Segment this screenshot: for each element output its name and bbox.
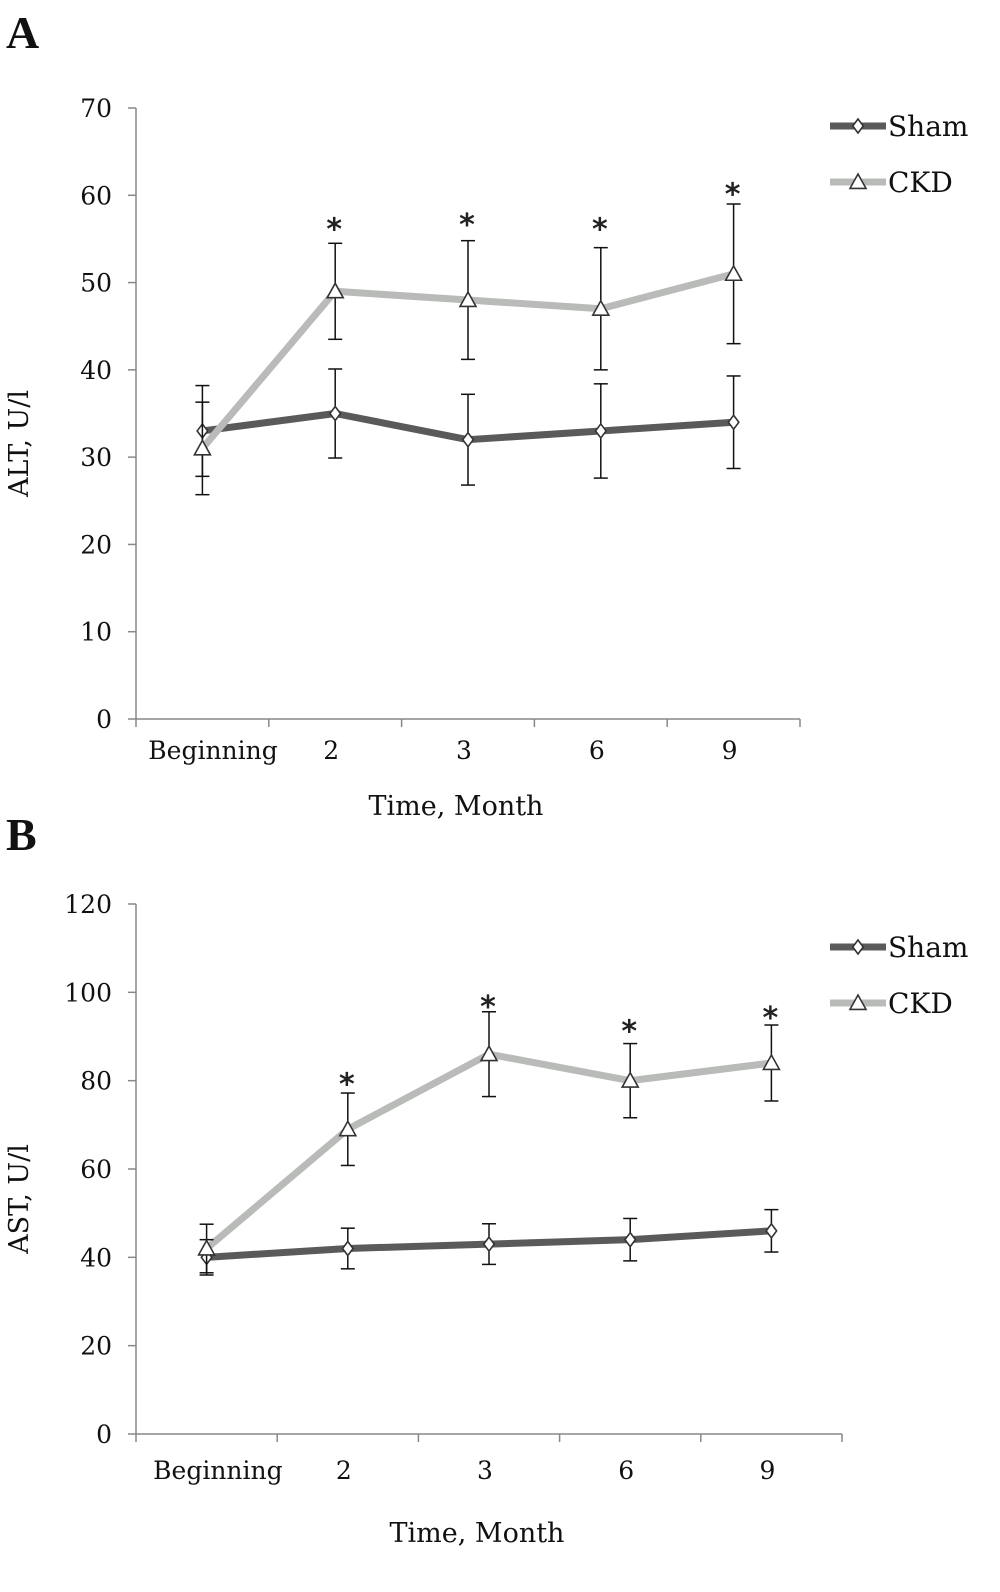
y-tick-label: 70: [80, 94, 112, 123]
data-point: [591, 299, 611, 316]
data-point: [727, 413, 740, 431]
x-tick-label: 2: [336, 1456, 352, 1485]
significance-marker: *: [763, 1001, 779, 1036]
data-point: [461, 431, 475, 449]
y-tick-label: 40: [80, 356, 112, 385]
legend-marker: [848, 172, 868, 190]
y-axis-title: ALT, U/l: [4, 390, 35, 498]
legend-marker: [851, 938, 865, 956]
y-tick-label: 100: [64, 978, 112, 1007]
x-tick-label: Beginning: [153, 1456, 282, 1485]
x-tick-label: 2: [323, 736, 339, 765]
data-point: [594, 422, 608, 440]
data-point: [341, 1240, 355, 1257]
data-point: [479, 1044, 499, 1062]
x-axis-title: Time, Month: [390, 1518, 565, 1549]
data-point: [482, 1235, 496, 1253]
x-tick-label: Beginning: [148, 736, 277, 765]
y-tick-label: 60: [80, 181, 112, 210]
y-tick-label: 60: [80, 1155, 112, 1184]
significance-marker: *: [725, 178, 741, 213]
y-tick-label: 30: [80, 443, 112, 472]
series-ckd-points: [193, 203, 743, 496]
y-tick-label: 80: [80, 1067, 112, 1096]
x-axis-title: Time, Month: [369, 791, 544, 822]
y-tick-label: 20: [80, 1332, 112, 1361]
x-tick-label: 6: [618, 1456, 634, 1485]
data-point: [197, 1238, 216, 1256]
legend-label: CKD: [888, 987, 953, 1020]
data-point: [724, 264, 743, 282]
significance-marker: *: [621, 1014, 637, 1049]
x-tick-label: 3: [477, 1456, 493, 1485]
x-tick-label: 6: [589, 736, 605, 765]
data-point: [338, 1119, 358, 1137]
y-tick-label: 0: [96, 705, 112, 734]
y-tick-label: 50: [80, 269, 112, 298]
ast-chart: 0 20 40 60 80 100 120 Beginning 2 3 6 9 Time, Month A…: [4, 890, 968, 1549]
x-tick-label: 9: [759, 1456, 775, 1485]
y-tick-label: 10: [80, 618, 112, 647]
legend-label: Sham: [888, 931, 968, 964]
data-point: [620, 1071, 640, 1088]
legend: Sham CKD: [830, 931, 968, 1020]
series-sham-points: [195, 368, 741, 486]
data-point: [325, 281, 345, 299]
significance-marker: *: [459, 208, 475, 243]
y-axis-title: AST, U/l: [4, 1144, 35, 1255]
significance-marker: *: [339, 1067, 355, 1102]
y-tick-label: 20: [80, 530, 112, 559]
legend: Sham CKD: [830, 110, 968, 199]
alt-chart: 0 10 20 30 40 50 60 70 Beginning 2 3 6 9 Time, Month A…: [4, 94, 968, 822]
data-point: [193, 438, 212, 456]
data-point: [762, 1053, 781, 1071]
y-tick-label: 120: [64, 890, 112, 919]
series-sham-points: [199, 1208, 779, 1276]
legend-marker: [851, 117, 865, 135]
significance-marker: *: [326, 212, 342, 247]
significance-marker: *: [480, 990, 496, 1025]
significance-marker: *: [592, 212, 608, 247]
data-point: [458, 290, 478, 308]
x-tick-label: 3: [456, 736, 472, 765]
x-tick-label: 9: [722, 736, 738, 765]
series-ckd-points: [197, 1011, 781, 1274]
data-point: [623, 1231, 637, 1248]
data-point: [328, 405, 342, 422]
y-tick-label: 40: [80, 1243, 112, 1272]
y-tick-label: 0: [96, 1420, 112, 1449]
panel-b-label: B: [6, 809, 37, 860]
legend-label: CKD: [888, 166, 953, 199]
panel-a-label: A: [6, 7, 39, 58]
legend-label: Sham: [888, 110, 968, 143]
data-point: [765, 1222, 778, 1240]
legend-marker: [848, 993, 868, 1011]
